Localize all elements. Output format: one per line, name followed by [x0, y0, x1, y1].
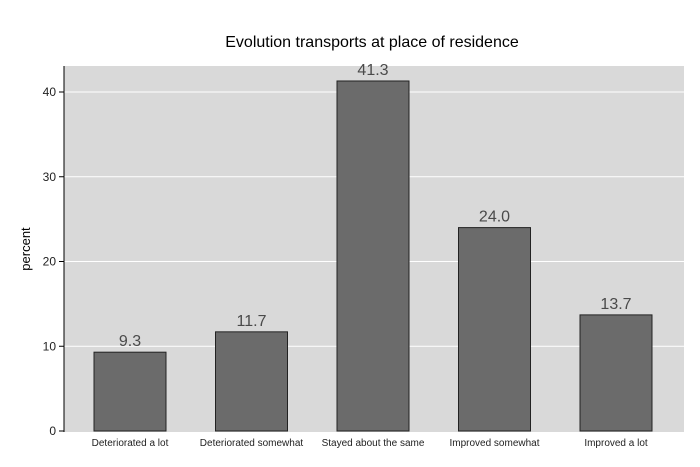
y-axis-title: percent: [18, 227, 33, 271]
data-label: 13.7: [600, 296, 631, 313]
data-label: 11.7: [237, 313, 267, 330]
chart-title: Evolution transports at place of residen…: [225, 34, 519, 51]
data-label: 9.3: [119, 333, 141, 350]
bar: [216, 332, 288, 431]
y-tick-label: 40: [43, 85, 57, 99]
bar: [580, 315, 652, 431]
x-tick-label: Deteriorated somewhat: [200, 438, 304, 449]
data-label: 24.0: [479, 209, 510, 226]
x-tick-label: Stayed about the same: [322, 438, 425, 449]
y-tick-label: 20: [43, 255, 57, 269]
y-tick-label: 10: [43, 339, 57, 353]
y-axis: 0 10 20 30 40: [43, 66, 64, 438]
x-tick-label: Improved a lot: [584, 438, 648, 449]
x-tick-label: Deteriorated a lot: [92, 438, 169, 449]
y-tick-label: 0: [49, 424, 56, 438]
x-tick-label: Improved somewhat: [449, 438, 539, 449]
x-axis: Deteriorated a lot Deteriorated somewhat S…: [92, 438, 648, 449]
y-tick-label: 30: [43, 170, 57, 184]
bar: [337, 81, 409, 431]
bar: [94, 352, 166, 431]
data-label: 41.3: [357, 62, 388, 79]
bar: [459, 228, 531, 431]
